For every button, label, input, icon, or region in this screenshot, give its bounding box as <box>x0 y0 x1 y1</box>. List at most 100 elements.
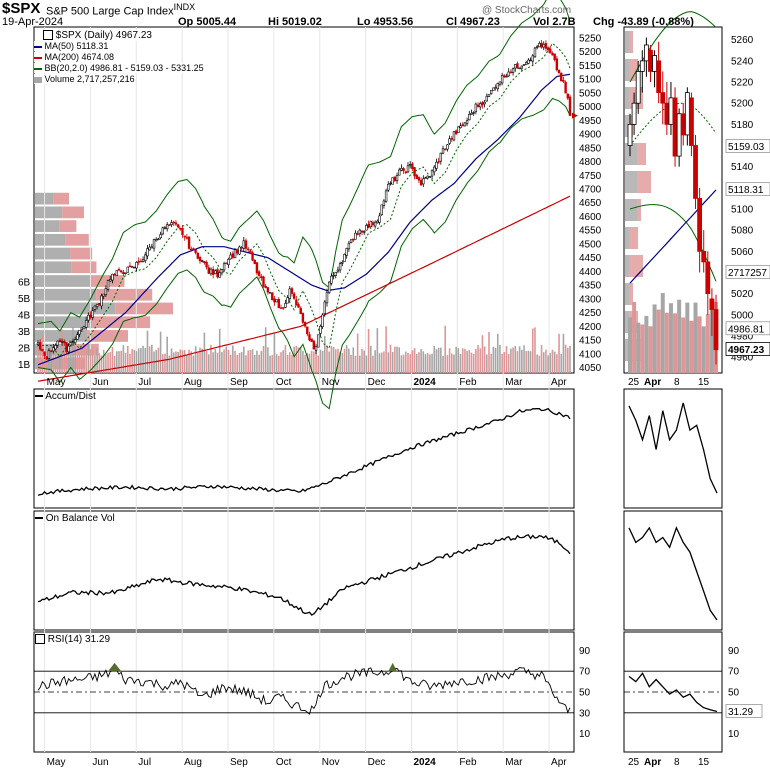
candle-body <box>476 104 480 108</box>
candle-body <box>229 254 232 260</box>
candle-body <box>84 320 88 328</box>
vbp-up-bar <box>35 233 66 246</box>
candle-body <box>49 350 53 353</box>
volume-bar <box>105 354 107 373</box>
zoom-volume-bar <box>664 312 669 373</box>
price-tick-label: 4250 <box>579 308 602 319</box>
zoom-value-box <box>725 139 770 153</box>
volume-bar <box>275 354 278 373</box>
zoom-candle-body <box>652 55 657 72</box>
volume-bar <box>343 348 346 373</box>
volume-bar <box>148 346 151 373</box>
zoom-x-tick-label: Apr <box>644 377 661 388</box>
volume-bar <box>359 355 361 373</box>
candle-body <box>89 314 92 318</box>
rsi-zoom-tick-label: 90 <box>728 646 740 657</box>
candle-body <box>507 71 510 77</box>
zoom-value-label-close: 4967.23 <box>728 345 765 356</box>
candle-body <box>468 114 471 121</box>
volume-bar <box>98 353 101 373</box>
candle-body <box>255 262 259 274</box>
volume-bar <box>455 346 457 373</box>
volume-bar <box>560 353 563 373</box>
volume-bar <box>407 353 409 373</box>
candle-body <box>540 42 543 48</box>
candle-body <box>150 246 154 249</box>
candle-body <box>65 342 68 352</box>
rsi-tick-label: 10 <box>579 729 591 740</box>
volume-bar <box>113 355 116 373</box>
candle-body <box>334 271 337 276</box>
accum-dist-line <box>37 407 571 496</box>
zoom-price-tick-label: 5000 <box>731 310 754 321</box>
candle-body <box>271 292 274 301</box>
volume-bar <box>161 354 164 373</box>
candle-body <box>198 256 202 262</box>
volume-bar <box>50 353 52 373</box>
zoom-candle-body <box>668 97 674 125</box>
main-x-tick-label: Jun <box>92 377 108 388</box>
volume-bar <box>507 354 510 373</box>
candle-body <box>308 334 311 341</box>
candle-body <box>419 180 423 186</box>
change-value: Chg -43.89 (-0.88%) <box>593 16 694 28</box>
volume-bar <box>505 346 508 373</box>
candle-body <box>378 215 381 223</box>
candle-body <box>214 270 217 274</box>
volume-bar <box>269 355 271 373</box>
candle-body <box>297 304 300 308</box>
price-tick-label: 4800 <box>579 157 602 168</box>
zoom-rsi-x-tick-label: Apr <box>644 757 661 768</box>
volume-bar <box>461 348 464 373</box>
zoom-price-tick-label: 5060 <box>731 247 754 258</box>
volume-bar <box>288 352 291 373</box>
volume-bar <box>369 345 372 373</box>
volume-bar <box>534 327 536 373</box>
volume-bar <box>218 328 221 373</box>
candle-body <box>157 238 160 240</box>
volume-bar <box>144 347 147 373</box>
volume-bar <box>159 331 162 373</box>
zoom-value-label-ma50: 5118.31 <box>728 185 764 196</box>
volume-bar <box>236 354 239 373</box>
zoom-value-label-bb_lower: 4986.81 <box>728 324 765 335</box>
volume-bar <box>446 355 449 373</box>
volume-bar <box>459 354 462 373</box>
volume-bar <box>146 330 149 373</box>
candle-body <box>56 340 59 346</box>
volume-bar <box>510 348 512 373</box>
volume-bar <box>118 351 120 373</box>
price-tick-label: 5200 <box>579 47 602 58</box>
candle-body <box>91 310 94 318</box>
rsi-line <box>37 667 571 715</box>
volume-bar <box>140 348 142 373</box>
volume-bar <box>310 350 313 373</box>
candle-body <box>373 221 377 227</box>
candle-body <box>448 138 451 144</box>
candle-body <box>435 161 438 169</box>
candle-body <box>179 227 182 230</box>
obv-zoom-panel-frame <box>623 510 723 631</box>
zoom-volume-bar <box>660 293 665 373</box>
zoom-volume-bar <box>668 303 673 373</box>
rsi-x-tick-label: Jul <box>138 757 151 768</box>
volume-bar <box>133 349 136 373</box>
zoom-value-box <box>725 342 770 356</box>
volume-bar <box>472 353 475 373</box>
zoom-candle-body <box>656 60 662 94</box>
candle-body <box>102 293 105 297</box>
candle-body <box>115 270 119 276</box>
volume-bar <box>85 349 87 373</box>
ma50-line <box>37 73 571 366</box>
volume-bar <box>225 346 228 373</box>
candle-body <box>511 68 515 73</box>
volume-bar <box>391 351 394 373</box>
volume-bar <box>94 355 96 373</box>
price-tick-label: 5100 <box>579 75 602 86</box>
candle-body <box>104 288 108 295</box>
volume-bar <box>433 345 436 373</box>
volume-bar <box>78 351 81 373</box>
volume-bar <box>188 349 190 373</box>
zoom-x-tick-label: 8 <box>674 377 680 388</box>
candle-body <box>470 112 473 115</box>
